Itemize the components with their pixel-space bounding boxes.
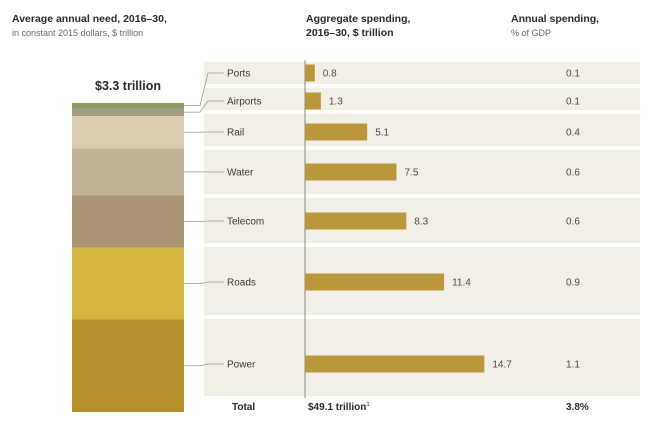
stack-segment-telecom [72, 196, 184, 248]
header-left-subtitle: in constant 2015 dollars, $ trillion [12, 28, 143, 38]
stack-segment-rail [72, 116, 184, 148]
bar-value-label: 0.8 [323, 69, 337, 80]
row-backgrounds [204, 62, 640, 396]
bar-roads [305, 274, 444, 291]
bar-airports [305, 93, 321, 110]
total-value-text: $49.1 trillion [308, 402, 366, 413]
stack-segment-water [72, 148, 184, 195]
bar-rail [305, 124, 367, 141]
header-right-title: Annual spending, [511, 13, 599, 25]
total-footnote-marker: 1 [366, 402, 370, 408]
bar-ports [305, 65, 315, 82]
category-label: Power [227, 360, 256, 371]
category-label: Rail [227, 128, 244, 139]
gdp-share-label: 0.6 [566, 168, 580, 179]
gdp-share-label: 1.1 [566, 360, 580, 371]
header-left-title: Average annual need, 2016–30, [12, 13, 167, 25]
gdp-share-label: 0.1 [566, 69, 580, 80]
stack-total-label: $3.3 trillion [95, 79, 161, 93]
bar-value-label: 8.3 [414, 217, 428, 228]
total-label: Total [232, 402, 255, 413]
stack-segment-airports [72, 108, 184, 116]
bar-telecom [305, 213, 406, 230]
bar-value-label: 7.5 [405, 168, 419, 179]
category-label: Roads [227, 278, 256, 289]
category-label: Water [227, 168, 254, 179]
total-gdp-share: 3.8% [566, 402, 589, 413]
category-label: Telecom [227, 217, 264, 228]
header-mid-title-line2: 2016–30, $ trillion [306, 27, 394, 39]
category-label: Airports [227, 97, 261, 108]
category-label: Ports [227, 69, 250, 80]
bar-value-label: 11.4 [452, 278, 471, 289]
bar-value-label: 14.7 [492, 360, 512, 371]
stacked-need-column [72, 103, 184, 412]
bar-power [305, 356, 484, 373]
gdp-share-label: 0.4 [566, 128, 580, 139]
total-value: $49.1 trillion1 [308, 402, 370, 413]
header-right-subtitle: % of GDP [511, 28, 551, 38]
bar-value-label: 1.3 [329, 97, 343, 108]
gdp-share-label: 0.9 [566, 278, 580, 289]
bar-value-label: 5.1 [375, 128, 389, 139]
header-mid-title-line1: Aggregate spending, [306, 13, 411, 25]
gdp-share-label: 0.1 [566, 97, 580, 108]
bar-water [305, 164, 397, 181]
gdp-share-label: 0.6 [566, 217, 580, 228]
stack-segment-power [72, 319, 184, 412]
stack-segment-roads [72, 248, 184, 320]
stack-segment-ports [72, 103, 184, 108]
